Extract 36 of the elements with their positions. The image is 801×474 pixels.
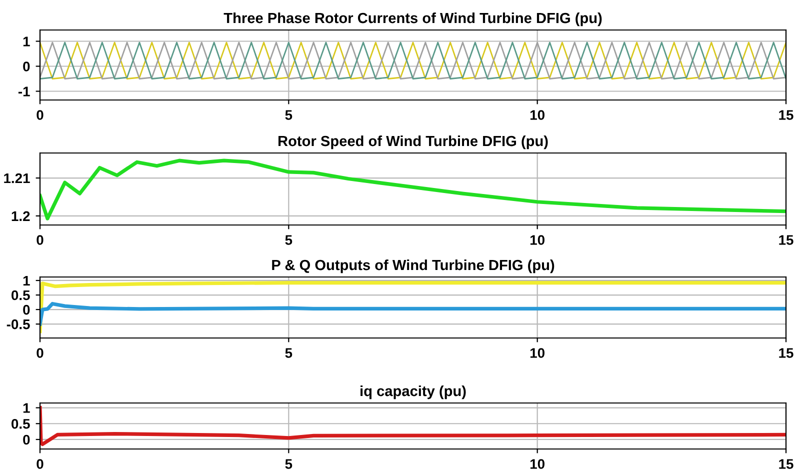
x-tick-label: 0 (36, 459, 44, 469)
x-tick-label: 10 (530, 110, 544, 120)
x-tick-label: 0 (36, 348, 44, 358)
y-tick-label: 1.21 (4, 173, 30, 184)
x-tick-label: 10 (530, 459, 544, 469)
x-tick-label: 15 (779, 235, 794, 245)
x-tick-label: 15 (779, 459, 794, 469)
y-tick-label: -0.5 (6, 319, 30, 330)
x-tick-label: 0 (36, 110, 44, 120)
x-tick-label: 5 (285, 459, 292, 469)
chart-title: Three Phase Rotor Currents of Wind Turbine DFIG (pu) (224, 12, 602, 26)
x-tick-label: 5 (285, 110, 292, 120)
x-tick-label: 10 (530, 348, 544, 358)
y-tick-label: 1 (23, 36, 30, 46)
line-series (40, 302, 786, 326)
y-tick-label: 0 (23, 62, 30, 72)
y-tick-label: 0.5 (12, 290, 30, 300)
line-series (40, 281, 786, 334)
chart-title: P & Q Outputs of Wind Turbine DFIG (pu) (272, 259, 554, 274)
x-tick-label: 15 (779, 348, 794, 358)
line-series (40, 158, 786, 220)
x-tick-label: 10 (530, 235, 544, 245)
y-tick-label: 0.5 (12, 418, 30, 429)
x-tick-label: 0 (36, 235, 44, 245)
y-tick-label: 1.2 (12, 211, 30, 221)
y-tick-label: 1 (23, 403, 30, 413)
x-tick-label: 15 (779, 110, 794, 120)
y-tick-label: -1 (18, 86, 30, 96)
x-tick-label: 5 (285, 235, 292, 245)
y-tick-label: 0 (23, 434, 30, 445)
chart-title: iq capacity (pu) (360, 385, 466, 400)
y-tick-label: 1 (23, 276, 30, 286)
x-tick-label: 5 (285, 348, 292, 358)
line-series (40, 406, 786, 446)
chart-title: Rotor Speed of Wind Turbine DFIG (pu) (278, 135, 548, 150)
y-tick-label: 0 (23, 304, 30, 315)
